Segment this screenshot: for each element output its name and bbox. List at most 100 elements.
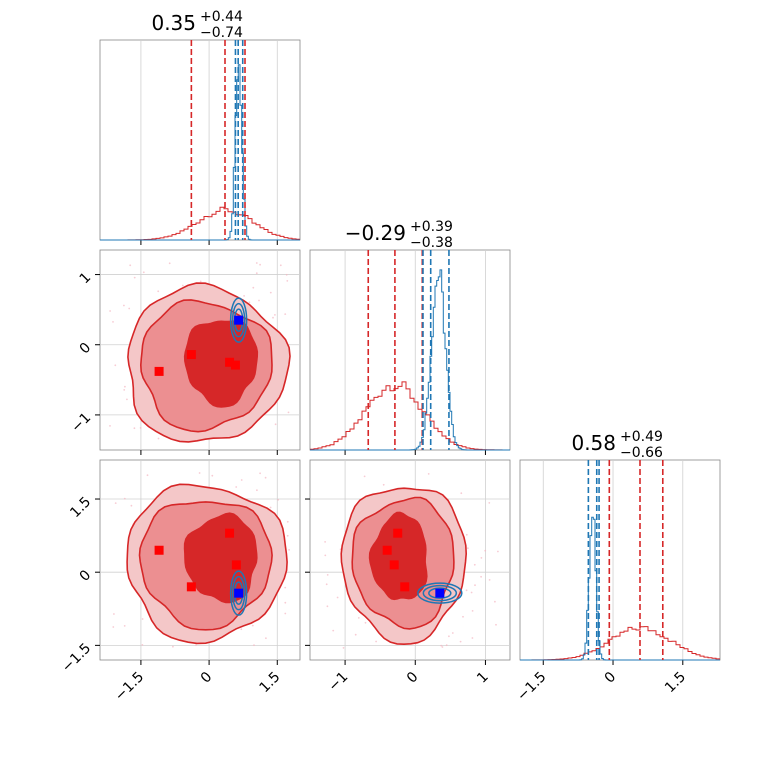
- red-histogram: [310, 381, 510, 451]
- sample-point: [324, 541, 326, 543]
- sample-point: [284, 313, 287, 315]
- red-marker: [154, 545, 164, 555]
- sample-point: [471, 637, 474, 639]
- panel-title: 0.58: [571, 431, 616, 455]
- sample-point: [364, 621, 367, 624]
- sample-point: [198, 472, 201, 474]
- sample-point: [474, 584, 476, 587]
- x-tick-label: −1: [325, 669, 351, 695]
- sample-point: [199, 280, 202, 283]
- sample-point: [459, 640, 462, 643]
- x-tick-label: 0: [602, 669, 620, 687]
- scatter-panel-2-0: [95, 459, 301, 665]
- sample-point: [133, 276, 136, 279]
- red-marker: [225, 528, 235, 538]
- x-tick-label: 0: [404, 669, 422, 687]
- sample-point: [286, 534, 289, 537]
- sample-point: [427, 473, 430, 475]
- title-minus: −0.74: [200, 25, 243, 41]
- title-plus: +0.44: [200, 9, 243, 25]
- y-tick-label: 0: [77, 567, 95, 585]
- sample-point: [375, 640, 377, 643]
- sample-point: [460, 492, 463, 495]
- x-tick-label: 1.5: [662, 669, 689, 696]
- sample-point: [279, 264, 282, 267]
- sample-point: [146, 474, 149, 477]
- blue-contour: [417, 582, 463, 604]
- sample-point: [480, 557, 483, 559]
- sample-point: [235, 486, 238, 488]
- sample-point: [269, 291, 272, 294]
- x-tick-label: −1.5: [514, 669, 549, 704]
- sample-point: [497, 550, 499, 553]
- scatter-panel-1-0: [95, 249, 301, 455]
- sample-point: [354, 633, 357, 636]
- sample-point: [240, 628, 243, 631]
- sample-point: [126, 398, 128, 401]
- y-tick-label: 1: [77, 270, 95, 288]
- sample-point: [441, 646, 444, 648]
- sample-point: [326, 574, 329, 576]
- blue-contour: [422, 584, 458, 602]
- sample-point: [465, 589, 468, 592]
- sample-point: [480, 575, 482, 578]
- red-marker: [382, 545, 392, 555]
- panel-frame: [309, 249, 511, 451]
- sample-point: [157, 290, 160, 293]
- panel-frame: [99, 39, 301, 241]
- panel-frame: [519, 459, 721, 661]
- blue-histogram: [520, 516, 720, 661]
- sample-point: [142, 271, 145, 274]
- red-marker: [186, 582, 196, 592]
- sample-point: [168, 262, 171, 265]
- sample-point: [287, 411, 290, 414]
- sample-point: [259, 263, 261, 266]
- title-value: −0.29: [345, 221, 406, 245]
- red-contour-inner: [368, 511, 428, 601]
- y-tick-label: −1: [68, 410, 94, 436]
- red-marker: [393, 528, 403, 538]
- diagonal-panel-0: 0.35 +0.44−0.74: [99, 9, 301, 245]
- blue-marker: [435, 588, 445, 598]
- sample-point: [265, 637, 267, 640]
- sample-point: [357, 617, 360, 619]
- title-minus: −0.38: [410, 235, 453, 251]
- red-histogram: [520, 626, 720, 661]
- y-tick-label: 0: [77, 340, 95, 358]
- sample-point: [286, 520, 289, 523]
- red-marker: [225, 357, 235, 367]
- sample-point: [445, 644, 448, 647]
- sample-point: [325, 583, 328, 586]
- sample-point: [251, 624, 254, 627]
- sample-point: [494, 600, 496, 603]
- sample-point: [451, 632, 454, 634]
- blue-contour: [231, 302, 246, 338]
- sample-point: [274, 314, 276, 316]
- sample-point: [252, 286, 255, 289]
- sample-point: [139, 427, 142, 429]
- blue-contour: [229, 297, 248, 343]
- red-marker: [230, 360, 240, 370]
- sample-point: [124, 385, 126, 388]
- blue-histogram: [310, 269, 510, 451]
- red-marker: [154, 366, 164, 376]
- sample-point: [332, 629, 335, 632]
- red-marker: [389, 560, 399, 570]
- sample-point: [470, 591, 473, 594]
- sample-point: [195, 644, 197, 647]
- blue-marker: [234, 588, 244, 598]
- sample-point: [471, 610, 474, 612]
- x-tick-label: 0: [198, 669, 216, 687]
- sample-point: [259, 472, 261, 475]
- sample-point: [462, 615, 464, 618]
- diagonal-panel-2: 0.58 +0.49−0.66: [519, 429, 721, 665]
- sample-point: [440, 644, 443, 647]
- sample-point: [484, 549, 487, 552]
- sample-point: [130, 504, 133, 507]
- diagonal-panel-1: −0.29 +0.39−0.38: [309, 219, 511, 455]
- sample-point: [258, 299, 260, 302]
- sample-point: [243, 295, 246, 297]
- x-tick-label: 1: [474, 669, 492, 687]
- sample-point: [211, 474, 214, 477]
- sample-point: [255, 272, 258, 275]
